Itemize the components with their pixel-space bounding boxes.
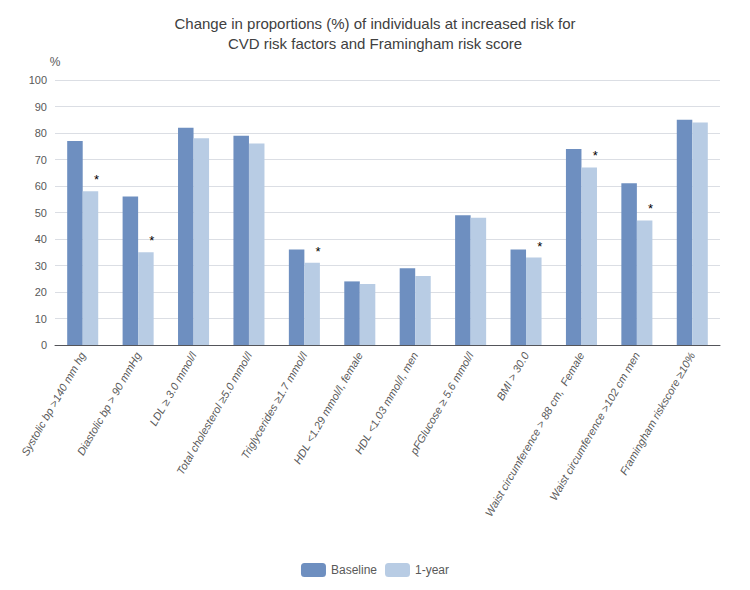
svg-text:Framingham riskscore ≥10%: Framingham riskscore ≥10% xyxy=(617,350,697,477)
svg-text:pFGlucose ≥ 5.6 mmol/l: pFGlucose ≥ 5.6 mmol/l xyxy=(407,350,476,458)
svg-text:60: 60 xyxy=(35,180,47,192)
svg-text:Waist circumference > 88 cm,: Waist circumference > 88 cm, Female xyxy=(483,350,587,518)
svg-text:*: * xyxy=(94,172,99,187)
svg-text:%: % xyxy=(50,55,61,69)
svg-text:50: 50 xyxy=(35,207,47,219)
svg-text:*: * xyxy=(593,148,598,163)
svg-text:90: 90 xyxy=(35,101,47,113)
svg-text:HDL <1.29 mmol/l, female: HDL <1.29 mmol/l, female xyxy=(291,350,365,467)
svg-text:LDL ≥ 3.0 mmol/l: LDL ≥ 3.0 mmol/l xyxy=(147,350,199,428)
svg-text:100: 100 xyxy=(29,74,47,86)
svg-text:40: 40 xyxy=(35,233,47,245)
svg-text:30: 30 xyxy=(35,260,47,272)
svg-text:Diastolic bp > 90 mmHg: Diastolic bp > 90 mmHg xyxy=(74,349,143,457)
svg-text:*: * xyxy=(149,233,154,248)
svg-text:70: 70 xyxy=(35,154,47,166)
svg-text:0: 0 xyxy=(41,339,47,351)
svg-text:*: * xyxy=(316,244,321,259)
svg-text:Change in proportions (%) of i: Change in proportions (%) of individuals… xyxy=(174,15,575,32)
svg-text:Baseline: Baseline xyxy=(331,563,377,577)
svg-text:1-year: 1-year xyxy=(415,563,449,577)
svg-text:Total cholesterol ≥5.0 mmol/l: Total cholesterol ≥5.0 mmol/l xyxy=(174,350,255,477)
svg-text:Triglycerides ≥1.7 mmol/l: Triglycerides ≥1.7 mmol/l xyxy=(238,350,310,461)
svg-text:BMI > 30.0: BMI > 30.0 xyxy=(494,349,532,402)
svg-text:20: 20 xyxy=(35,286,47,298)
svg-text:HDL <1.03 mmol/l, men: HDL <1.03 mmol/l, men xyxy=(352,350,420,456)
svg-text:Systolic bp >140 mm hg: Systolic bp >140 mm hg xyxy=(19,349,89,458)
svg-text:*: * xyxy=(537,239,542,254)
svg-text:80: 80 xyxy=(35,127,47,139)
svg-text:*: * xyxy=(648,201,653,216)
svg-text:Waist circumference >102 cm me: Waist circumference >102 cm men xyxy=(547,350,642,503)
svg-text:10: 10 xyxy=(35,313,47,325)
svg-text:CVD risk factors and Framingha: CVD risk factors and Framingham risk sco… xyxy=(228,35,522,52)
